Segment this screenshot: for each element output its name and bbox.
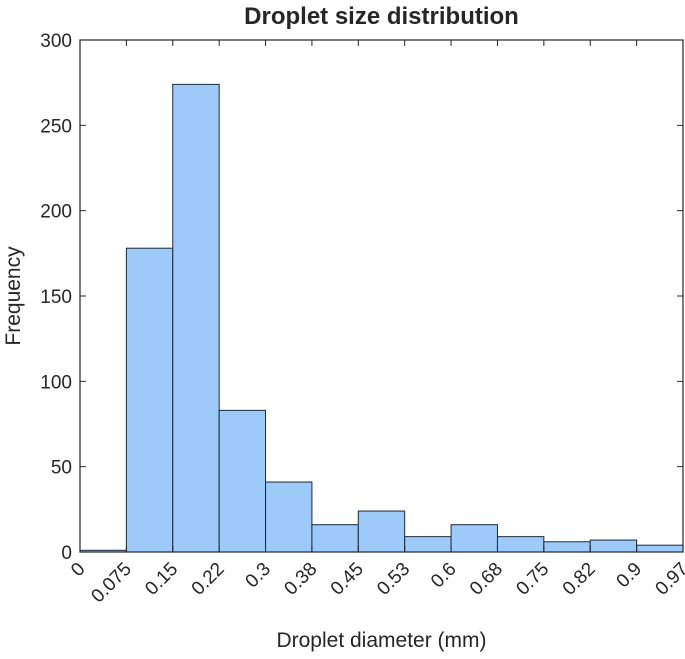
- histogram-bar: [404, 536, 452, 553]
- x-tick-label: 0: [67, 559, 89, 581]
- y-tick-label: 100: [40, 372, 72, 393]
- x-axis-label: Droplet diameter (mm): [276, 629, 486, 652]
- y-tick-label: 250: [40, 116, 72, 137]
- x-tick-label: 0.9: [613, 559, 647, 593]
- x-tick-label: 0.38: [280, 559, 321, 600]
- histogram-bar: [218, 409, 267, 553]
- histogram-bar: [265, 481, 313, 553]
- chart-title: Droplet size distribution: [244, 3, 519, 30]
- x-tick-label: 0.15: [141, 559, 182, 600]
- y-tick-label: 0: [61, 543, 72, 564]
- histogram-bar: [125, 247, 174, 553]
- x-tick-label: 0.45: [327, 559, 368, 600]
- histogram-bar: [357, 510, 406, 553]
- y-tick-label: 50: [51, 458, 72, 479]
- x-tick-label: 0.6: [427, 559, 461, 593]
- histogram-bar: [589, 539, 638, 553]
- x-tick-label: 0.3: [242, 559, 276, 593]
- y-tick-label: 150: [40, 287, 72, 308]
- bars-group: [79, 83, 684, 553]
- histogram-bar: [172, 83, 220, 553]
- y-tick-label: 200: [40, 202, 72, 223]
- x-tick-label: 0.22: [188, 559, 229, 600]
- x-tick-label: 0.68: [466, 559, 507, 600]
- x-tick-label: 0.97: [652, 559, 685, 600]
- histogram-bar: [496, 536, 545, 553]
- x-tick-label: 0.53: [373, 559, 414, 600]
- x-tick-label: 0.82: [559, 559, 600, 600]
- y-axis-label: Frequency: [2, 246, 25, 346]
- x-tick-label: 0.75: [512, 559, 553, 600]
- y-tick-label: 300: [40, 31, 72, 52]
- histogram-bar: [450, 524, 498, 553]
- histogram-bar: [311, 524, 359, 553]
- y-axis: 0 50 100 150 200 250 300: [40, 31, 683, 564]
- histogram-bar: [636, 544, 684, 553]
- histogram-bar: [543, 541, 591, 553]
- x-tick-label: 0.075: [87, 559, 135, 607]
